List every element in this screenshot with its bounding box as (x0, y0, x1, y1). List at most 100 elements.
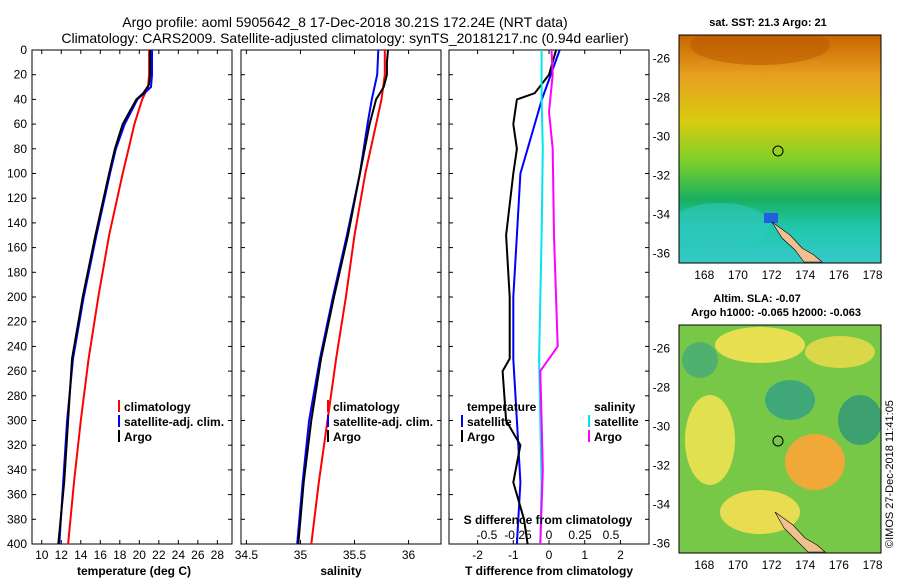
sla-map-lon-label: 178 (863, 558, 883, 572)
sst-map-lon-label: 178 (863, 268, 883, 282)
temperature-xtick-label: 28 (211, 548, 225, 562)
temperature-legend: climatology satellite-adj. clim. Argo (118, 400, 224, 444)
depth-tick-label: 160 (7, 241, 27, 255)
difference-legend: temperature satellite Argo salinity sate… (461, 400, 639, 444)
sla-map-lon-label: 170 (728, 558, 748, 572)
difference-top-xtick-label: 0.5 (603, 528, 620, 542)
sla-map-lat-label: -30 (653, 419, 671, 433)
sst-map-lon-label: 174 (795, 268, 815, 282)
depth-tick-label: 40 (14, 92, 28, 106)
sla-map-lat-label: -26 (653, 341, 671, 355)
sst-map-lon-label: 170 (728, 268, 748, 282)
imos-credit: ©IMOS 27-Dec-2018 11:41:05 (884, 400, 896, 548)
temperature-xtick-label: 22 (152, 548, 166, 562)
difference-series-salinity-argo (539, 49, 559, 545)
sla-map-lat-label: -28 (653, 380, 671, 394)
sst-cold-spot (764, 213, 778, 223)
difference-legend-t-satellite: satellite (467, 415, 512, 429)
depth-tick-label: 140 (7, 216, 27, 230)
temperature-xtick-label: 20 (133, 548, 147, 562)
temperature-xtick-label: 10 (35, 548, 49, 562)
difference-series-salinity-satellite (538, 50, 544, 545)
sla-map-lon-label: 176 (829, 558, 849, 572)
sla-map-lat-label: -32 (653, 458, 671, 472)
salinity-xtick-label: 34.5 (235, 548, 259, 562)
sst-warm-patch (690, 35, 830, 65)
depth-tick-label: 320 (7, 438, 27, 452)
sst-map-lon-label: 176 (829, 268, 849, 282)
sla-high-1 (715, 327, 805, 363)
depth-tick-label: 300 (7, 414, 27, 428)
sla-map-title: Altim. SLA: -0.07 (713, 293, 800, 305)
salinity-xtick-label: 36 (402, 548, 416, 562)
temperature-panel (31, 49, 233, 545)
depth-tick-label: 220 (7, 315, 27, 329)
difference-legend-temperature-title: temperature (467, 400, 537, 414)
sla-map-subtitle: Argo h1000: -0.065 h2000: -0.063 (691, 307, 861, 319)
difference-xtick-label: 2 (617, 548, 624, 562)
sla-map-lon-label: 168 (694, 558, 714, 572)
difference-xtick-label: 1 (581, 548, 588, 562)
title-line-2: Climatology: CARS2009. Satellite-adjuste… (61, 30, 629, 46)
sst-map-lat-label: -36 (653, 246, 671, 260)
salinity-legend-climatology: climatology (333, 400, 400, 414)
temperature-xtick-label: 18 (113, 548, 127, 562)
depth-tick-label: 120 (7, 191, 27, 205)
temperature-xtick-label: 14 (74, 548, 88, 562)
difference-xtick-label: 0 (546, 548, 553, 562)
sla-map-lat-label: -34 (653, 497, 671, 511)
difference-top-xtick-label: -0.5 (477, 528, 498, 542)
salinity-xlabel: salinity (320, 564, 362, 578)
sla-low-1 (765, 380, 815, 420)
sst-cool-patch (679, 203, 770, 247)
depth-tick-label: 260 (7, 364, 27, 378)
depth-tick-label: 60 (14, 117, 28, 131)
salinity-legend-argo: Argo (333, 430, 361, 444)
temperature-legend-satellite: satellite-adj. clim. (124, 415, 224, 429)
sla-high-3 (685, 395, 735, 485)
sla-low-3 (682, 342, 718, 378)
depth-tick-label: 200 (7, 290, 27, 304)
sla-high-4 (785, 434, 845, 490)
difference-top-xtick-label: 0.25 (568, 528, 592, 542)
temperature-xtick-label: 12 (55, 548, 69, 562)
difference-legend-s-satellite: satellite (594, 415, 639, 429)
sla-low-2 (838, 395, 881, 445)
temperature-series-argo (57, 50, 151, 545)
sla-map-lon-label: 172 (762, 558, 782, 572)
temperature-xtick-label: 24 (172, 548, 186, 562)
depth-tick-label: 240 (7, 339, 27, 353)
sla-island (774, 511, 826, 553)
difference-series-temperature-argo (501, 49, 558, 545)
sla-high-5 (720, 490, 800, 534)
sla-high-2 (805, 336, 875, 368)
salinity-legend-satellite: satellite-adj. clim. (333, 415, 433, 429)
sla-map (679, 325, 881, 553)
difference-top-xlabel: S difference from climatology (464, 513, 633, 527)
depth-tick-label: 20 (14, 68, 28, 82)
sst-map-lat-label: -34 (653, 207, 671, 221)
sla-map-lon-label: 174 (795, 558, 815, 572)
salinity-xtick-label: 35.5 (343, 548, 367, 562)
temperature-xtick-label: 16 (94, 548, 108, 562)
sst-argo-location-marker (772, 145, 784, 157)
depth-tick-label: 340 (7, 463, 27, 477)
salinity-panel (240, 49, 442, 545)
temperature-legend-argo: Argo (124, 430, 152, 444)
sst-map-lon-label: 172 (762, 268, 782, 282)
sst-map-lat-label: -30 (653, 129, 671, 143)
difference-xlabel: T difference from climatology (465, 564, 633, 578)
difference-legend-s-argo: Argo (594, 430, 622, 444)
sst-map (679, 35, 881, 263)
depth-tick-label: 400 (7, 537, 27, 551)
sst-map-lat-label: -32 (653, 168, 671, 182)
depth-tick-label: 280 (7, 389, 27, 403)
salinity-series-satellite-adj-clim- (296, 49, 380, 545)
salinity-legend: climatology satellite-adj. clim. Argo (327, 400, 433, 444)
sst-map-lat-label: -26 (653, 51, 671, 65)
temperature-xlabel: temperature (deg C) (77, 564, 191, 578)
depth-tick-label: 80 (14, 142, 28, 156)
depth-tick-label: 360 (7, 488, 27, 502)
difference-top-xtick-label: 0 (546, 528, 553, 542)
